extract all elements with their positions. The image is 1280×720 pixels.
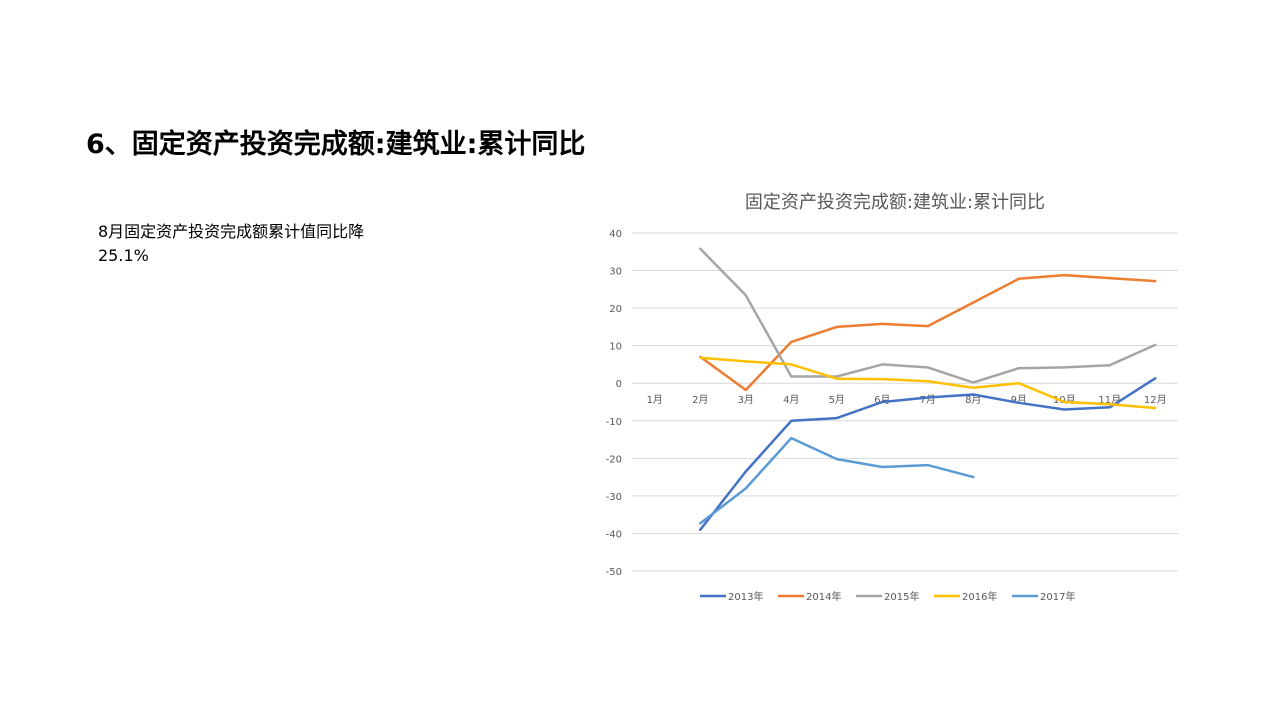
series-line-2017年	[699, 436, 975, 525]
line-chart: 固定资产投资完成额:建筑业:累计同比 40 30 20 10 0 -10 -20 -30 -40…	[590, 180, 1200, 620]
y-axis-ticks: 40 30 20 10 0 -10 -20 -30 -40 -50	[606, 229, 622, 578]
y-tick-label: -20	[606, 454, 622, 465]
x-tick-label: 4月	[783, 394, 799, 406]
y-tick-label: 0	[616, 379, 622, 390]
gridlines	[632, 232, 1178, 572]
legend-label: 2017年	[1040, 590, 1075, 603]
y-tick-label: 30	[609, 267, 622, 278]
summary-note-line-1: 8月固定资产投资完成额累计值同比降	[98, 222, 365, 241]
summary-note-line-2: 25.1%	[98, 246, 149, 265]
y-tick-label: -50	[606, 567, 622, 578]
x-tick-label: 12月	[1144, 394, 1167, 406]
legend-label: 2014年	[806, 590, 841, 603]
series-line-2014年	[699, 273, 1157, 392]
legend-label: 2016年	[962, 590, 997, 603]
slide-title: 6、固定资产投资完成额:建筑业:累计同比	[86, 129, 586, 160]
x-tick-label: 5月	[829, 394, 845, 406]
x-tick-label: 8月	[965, 394, 981, 406]
series-line-2015年	[699, 247, 1157, 384]
summary-note: 8月固定资产投资完成额累计值同比降 25.1%	[98, 220, 478, 268]
y-tick-label: -40	[606, 529, 622, 540]
series-line-2013年	[699, 377, 1157, 531]
x-tick-label: 3月	[738, 394, 754, 406]
y-tick-label: -10	[606, 417, 622, 428]
x-tick-label: 2月	[692, 394, 708, 406]
legend-label: 2013年	[728, 590, 763, 603]
legend-label: 2015年	[884, 590, 919, 603]
series-line-2016年	[699, 356, 1157, 410]
y-tick-label: -30	[606, 492, 622, 503]
legend: 2013年 2014年 2015年 2016年 2017年	[700, 590, 1075, 603]
y-tick-label: 10	[609, 342, 622, 353]
series-lines	[699, 247, 1157, 531]
x-tick-label: 10月	[1053, 394, 1076, 406]
y-tick-label: 40	[609, 229, 622, 240]
y-tick-label: 20	[609, 304, 622, 315]
chart-title: 固定资产投资完成额:建筑业:累计同比	[744, 192, 1046, 213]
x-tick-label: 1月	[647, 394, 663, 406]
